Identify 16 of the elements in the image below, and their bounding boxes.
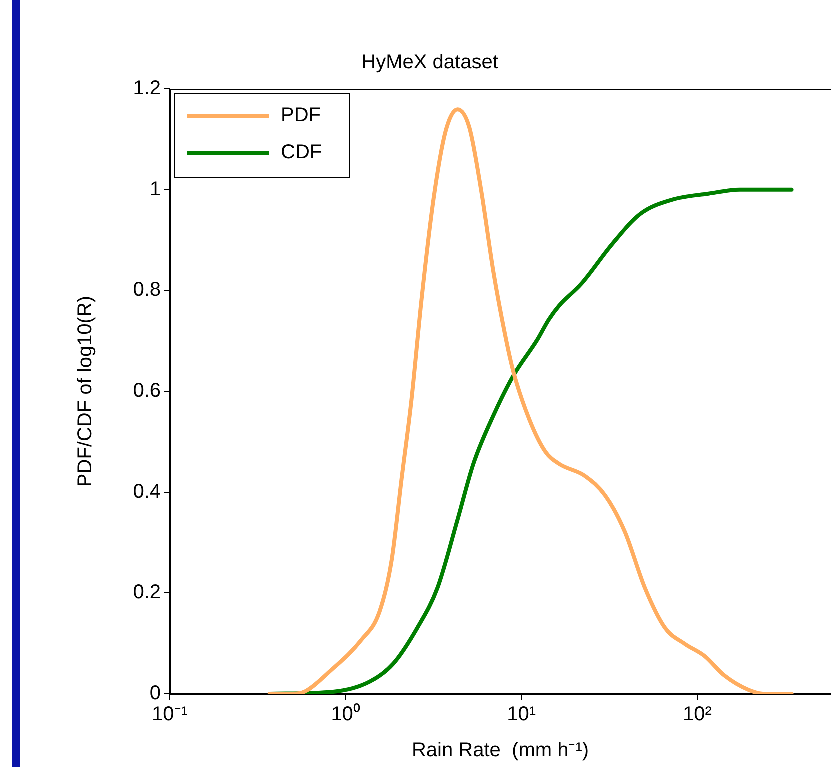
y-tick-label: 0 (150, 682, 161, 705)
legend-label: PDF (281, 104, 321, 127)
y-tick-label: 0.8 (133, 279, 161, 302)
x-axis-title: Rain Rate (mm h⁻¹) (412, 740, 590, 762)
x-tick-label: 10² (682, 704, 712, 726)
y-axis-title: PDF/CDF of log10(R) (74, 296, 97, 488)
x-tick-label: 10⁻¹ (152, 704, 188, 726)
y-tick-label: 0.2 (133, 582, 161, 604)
y-tick-label: 0.4 (133, 480, 161, 503)
legend-label: CDF (281, 142, 322, 164)
x-tick-label: 10¹ (507, 704, 536, 726)
y-tick-label: 1 (150, 178, 161, 200)
chart-title: HyMeX dataset (362, 52, 499, 74)
x-tick-label: 10⁰ (331, 702, 360, 726)
y-tick-label: 0.6 (133, 380, 161, 402)
y-tick-label: 1.2 (133, 78, 161, 100)
